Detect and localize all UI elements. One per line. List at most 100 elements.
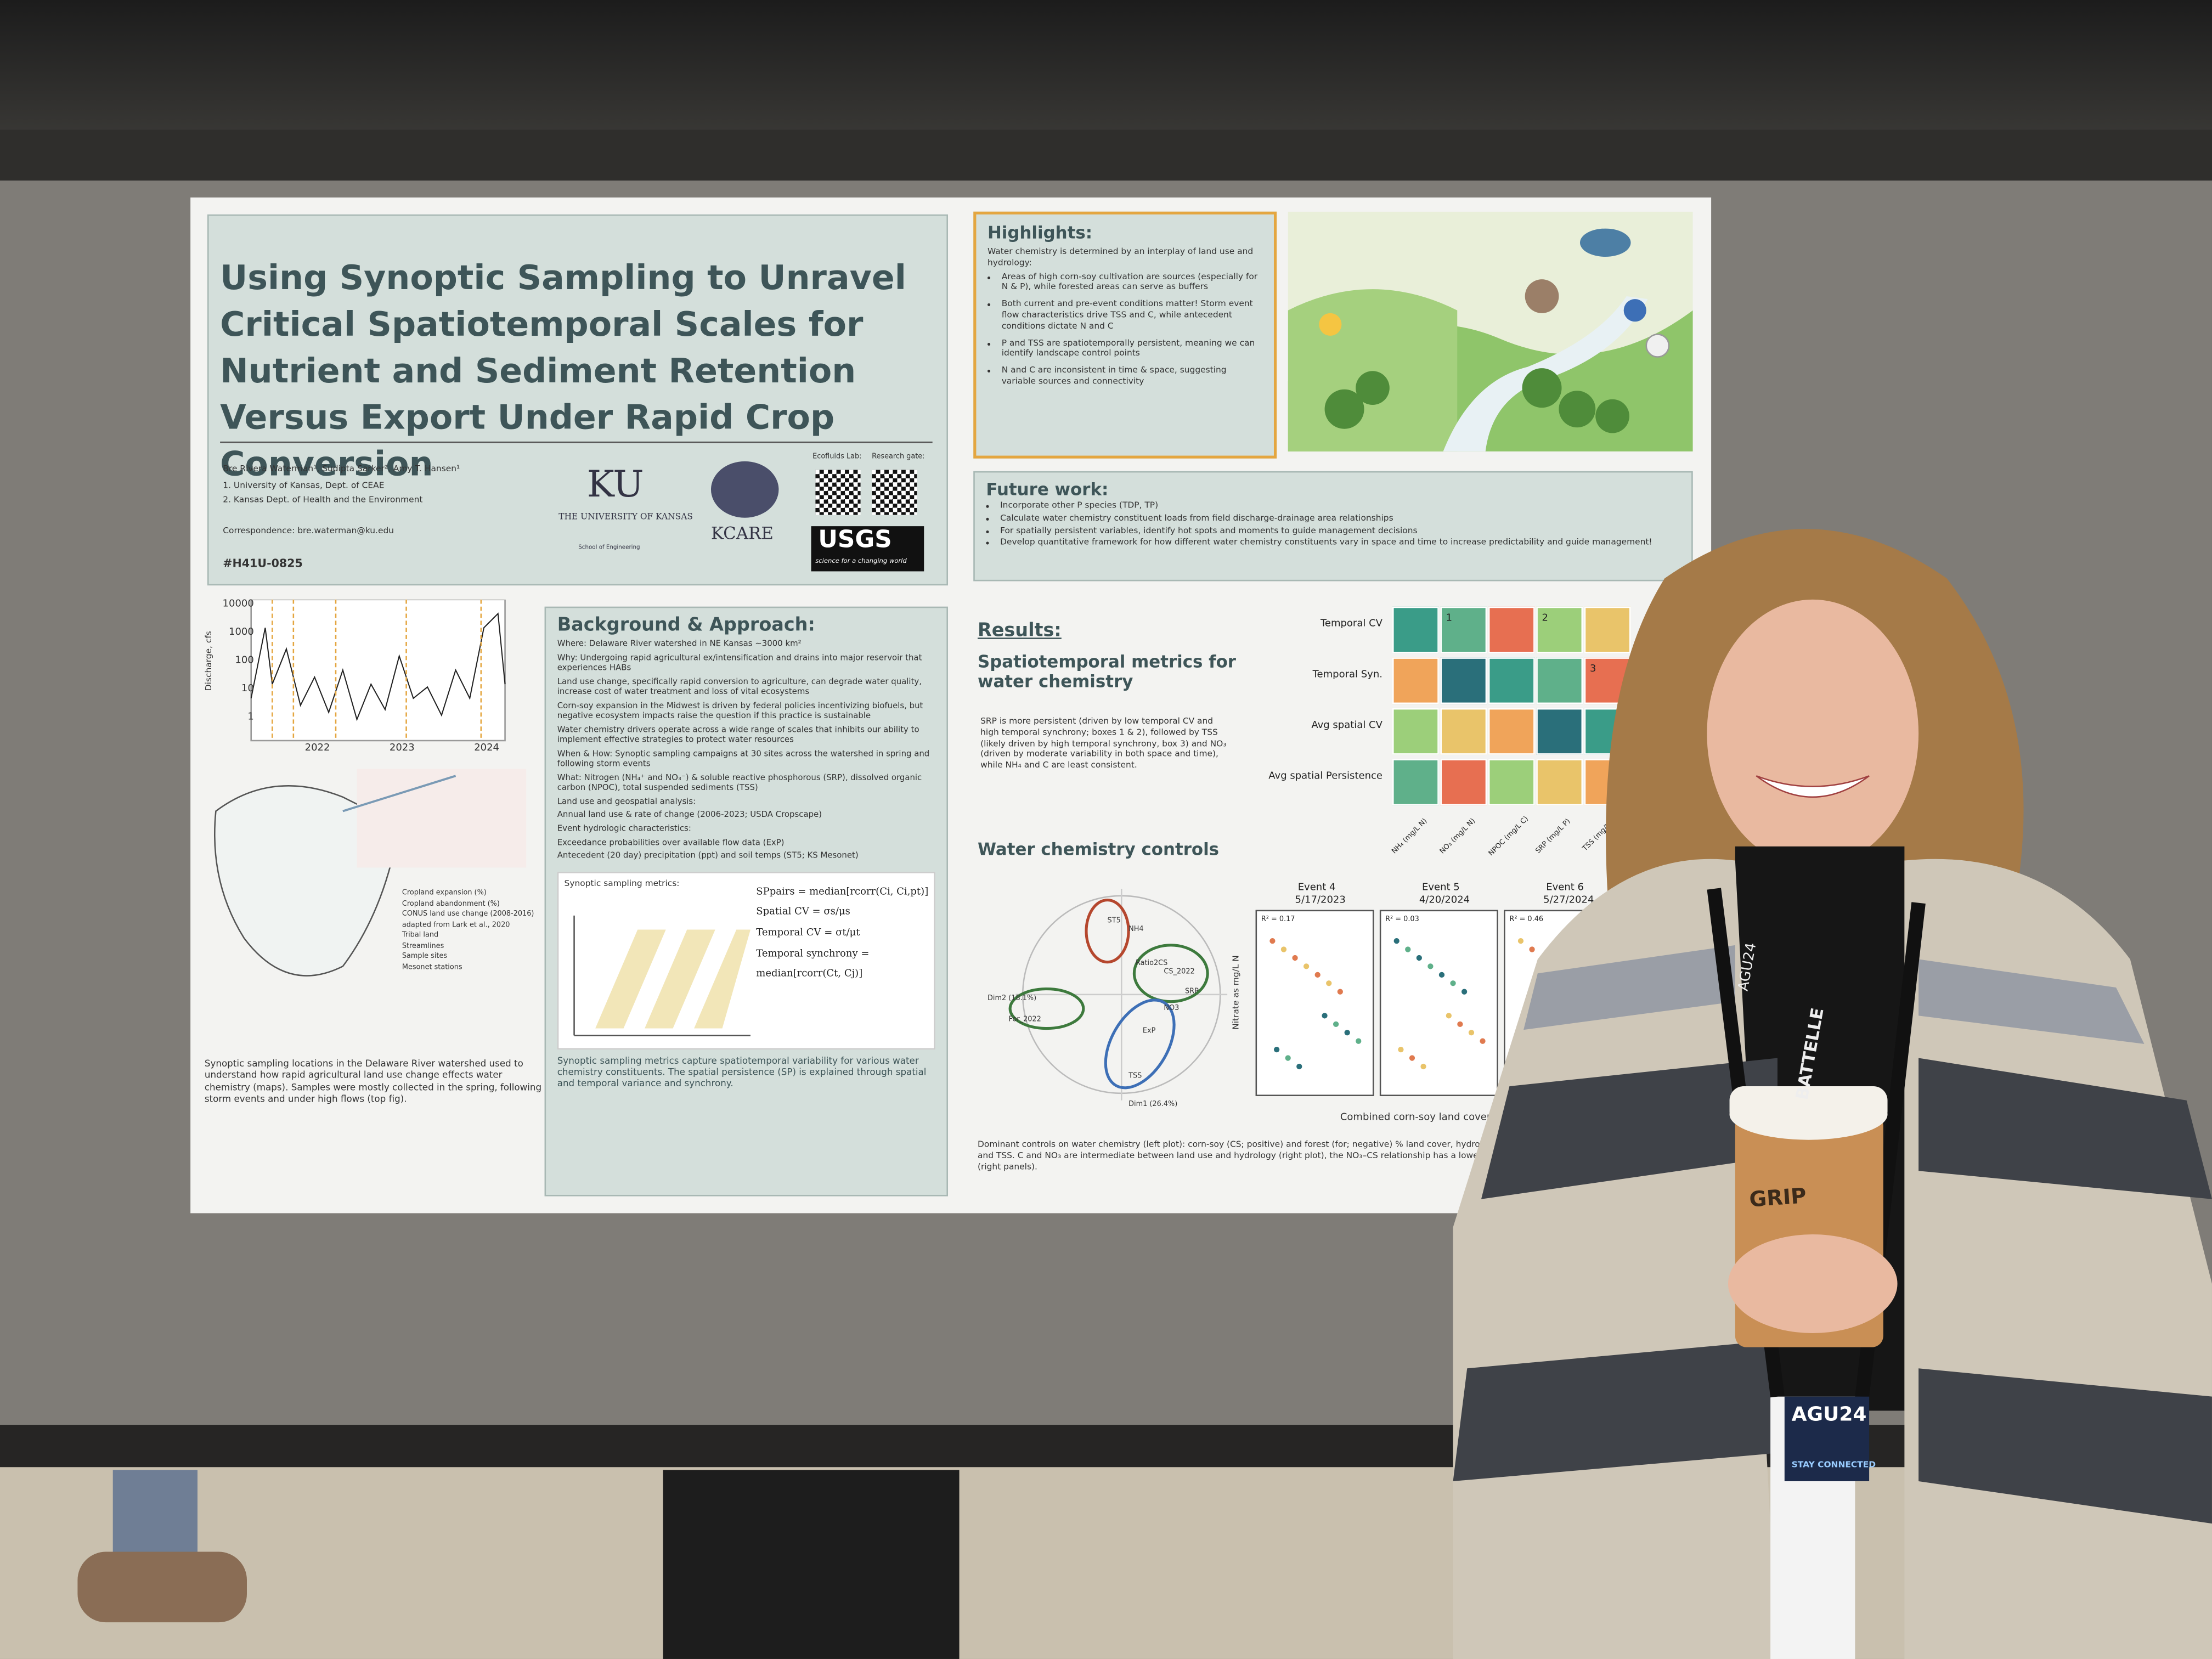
qr-code [872, 470, 917, 515]
x-tick-label: 2023 [389, 742, 415, 754]
poster-title: Using Synoptic Sampling to Unravel Criti… [220, 258, 906, 484]
section-heading: Highlights: [987, 223, 1093, 243]
heatmap-cell [1392, 759, 1439, 806]
qr-code [815, 470, 861, 515]
event-name: Event 5 [1421, 882, 1460, 893]
row-label: Avg spatial Persistence [1268, 770, 1383, 782]
scatter-dot [1285, 1055, 1291, 1061]
figure-title: Synoptic sampling metrics: [564, 878, 680, 888]
row-label: Temporal CV [1320, 618, 1383, 629]
pca-label: Ratio2CS [1135, 959, 1168, 968]
section-heading: Future work: [986, 479, 1109, 500]
highlights-intro: Water chemistry is determined by an inte… [987, 246, 1254, 268]
visitor-legs [663, 1470, 960, 1659]
heatmap-cell [1488, 657, 1535, 704]
legend-entry: Streamlines [402, 941, 444, 950]
future-work-item: For spatially persistent variables, iden… [1000, 526, 1680, 537]
formula: Temporal CV = σt/μt [756, 927, 860, 938]
column-label: NH₄ (mg/L N) [1390, 817, 1430, 856]
background-paragraph: Corn-soy expansion in the Midwest is dri… [557, 702, 923, 721]
highlights-panel: Highlights: Water chemistry is determine… [973, 211, 1277, 459]
box-label: 2 [1542, 612, 1549, 624]
legend-entry: Sample sites [402, 952, 448, 961]
highlights-list: Areas of high corn-soy cultivation are s… [988, 272, 1262, 387]
legend-entry: Cropland abandonment (%) [402, 899, 500, 908]
background-text: Where: Delaware River watershed in NE Ka… [557, 640, 935, 862]
scatter-dot [1468, 1030, 1475, 1036]
scatter-dot [1344, 1030, 1350, 1036]
formula: Spatial CV = σs/μs [756, 906, 850, 918]
kcare-logo: KCARE [710, 523, 774, 543]
background-paragraph: Water chemistry drivers operate across a… [557, 726, 919, 746]
pca-label: NO3 [1164, 1004, 1180, 1013]
affiliation: 1. University of Kansas, Dept. of CEAE [223, 481, 385, 491]
scatter-dot [1280, 946, 1287, 952]
formula: SPpairs = median[rcorr(Ci, Ci,pt)] [756, 885, 929, 897]
background-paragraph: Why: Undergoing rapid agricultural ex/in… [557, 653, 922, 673]
r-squared: R² = 0.03 [1385, 915, 1419, 924]
heatmap-cell [1392, 708, 1439, 755]
pca-label: Dim2 (18.1%) [987, 994, 1037, 1003]
future-work-item: Calculate water chemistry constituent lo… [1000, 513, 1680, 524]
background-panel: Background & Approach: Where: Delaware R… [544, 606, 948, 1197]
future-work-list: Incorporate other P species (TDP, TP)Cal… [986, 501, 1680, 549]
heatmap-cell [1392, 657, 1439, 704]
highlight-item: Both current and pre-event conditions ma… [1002, 300, 1263, 332]
hydrograph-and-map [214, 599, 527, 977]
results-text: SRP is more persistent (driven by low te… [980, 716, 1227, 771]
section-heading: Water chemistry controls [977, 839, 1220, 859]
future-work-panel: Future work: Incorporate other P species… [973, 471, 1693, 582]
section-heading: Background & Approach: [557, 615, 815, 636]
heatmap-cell [1488, 759, 1535, 806]
section-heading: Results: [977, 620, 1062, 642]
scatter-dot [1450, 980, 1456, 986]
box-label: 3 [1589, 663, 1596, 675]
background-paragraph: Annual land use & rate of change (2006-2… [557, 811, 822, 821]
heatmap-cell [1536, 708, 1583, 755]
scatter-dot [1292, 955, 1298, 961]
board-frame [0, 129, 2212, 184]
ceiling [0, 0, 2212, 142]
scatter-dot [1405, 946, 1411, 952]
event-date: 5/17/2023 [1295, 894, 1346, 906]
poster: Using Synoptic Sampling to Unravel Criti… [190, 197, 1712, 1214]
metrics-formulas: SPpairs = median[rcorr(Ci, Ci,pt)] Spatia… [756, 881, 939, 985]
hydro-x-ticks: 2022 2023 2024 [275, 742, 529, 754]
scatter-dot [1398, 1046, 1404, 1053]
heatmap-cell [1488, 708, 1535, 755]
pca-label: For_2022 [1008, 1015, 1041, 1024]
r-squared: R² = 0.17 [1261, 915, 1295, 924]
scatter-dot [1461, 989, 1468, 995]
legend-entry: Cropland expansion (%) [402, 888, 487, 898]
heatmap-cell [1440, 759, 1487, 806]
scatter-dot [1409, 1055, 1415, 1061]
figure-caption: Synoptic sampling metrics capture spatio… [557, 1054, 927, 1090]
metrics-diagram [573, 915, 751, 1036]
x-tick-label: 2022 [304, 742, 330, 754]
logo-text: THE UNIVERSITY OF KANSAS [558, 512, 693, 522]
scatter-dot [1296, 1063, 1302, 1070]
scatter-dot [1326, 980, 1332, 986]
scatter-dot [1529, 946, 1535, 952]
background-paragraph: Antecedent (20 day) precipitation (ppt) … [557, 852, 859, 861]
qr-label: Ecofluids Lab: [812, 453, 862, 461]
highlight-item: N and C are inconsistent in time & space… [1002, 365, 1263, 387]
background-paragraph: Where: Delaware River watershed in NE Ka… [557, 640, 802, 649]
y-tick-label: 1000 [229, 626, 254, 638]
event-name: Event 6 [1546, 882, 1584, 893]
scatter-dot [1393, 938, 1400, 944]
pca-labels: ST5 NH4 Ratio2CS CS_2022 SRP NO3 ExP For_2022 TS… [988, 889, 1256, 1114]
event-name: Event 4 [1297, 882, 1336, 893]
future-work-item: Develop quantitative framework for how d… [1000, 538, 1680, 549]
badge [1784, 1396, 1870, 1481]
y-tick-label: 10000 [222, 598, 254, 610]
ku-logo: KU [586, 464, 644, 507]
background-paragraph: What: Nitrogen (NH₄⁺ and NO₃⁻) & soluble… [557, 774, 922, 794]
scatter-dot [1420, 1063, 1426, 1070]
heatmap: Temporal CV Temporal Syn. Avg spatial CV Av… [1262, 606, 1672, 868]
map-caption: Synoptic sampling locations in the Delaw… [204, 1058, 542, 1105]
cup-sleeve-text: GRIP [1748, 1183, 1808, 1212]
qr-label: Research gate: [872, 453, 925, 461]
